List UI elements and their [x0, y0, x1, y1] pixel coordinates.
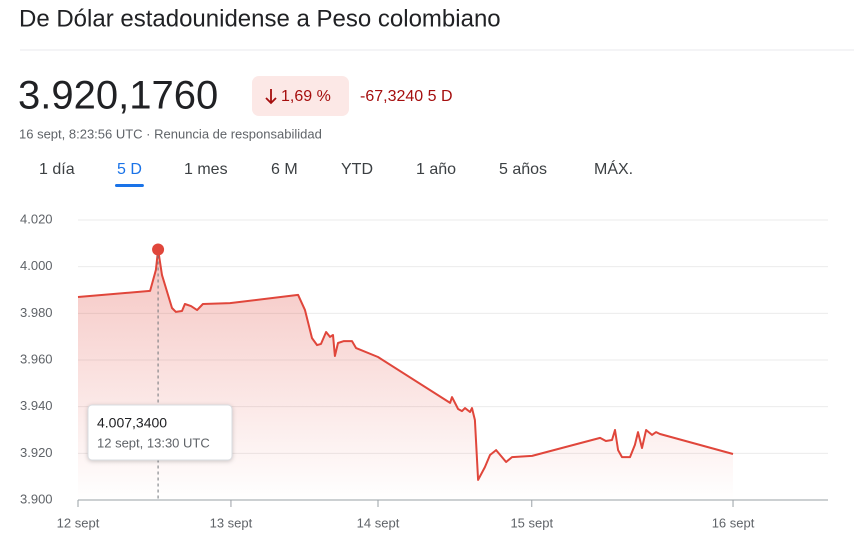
y-tick-label: 3.940	[20, 398, 53, 413]
y-tick-label: 3.900	[20, 491, 53, 506]
tabs: 1 día 5 D 1 mes 6 M YTD 1 año 5 años MÁX.	[39, 159, 633, 187]
hover-point	[152, 243, 165, 256]
tab[interactable]: YTD	[341, 161, 373, 178]
x-tick-label: 15 sept	[510, 515, 553, 530]
change-percent: 1,69 %	[281, 88, 331, 105]
tooltip-time: 12 sept, 13:30 UTC	[97, 435, 210, 450]
timestamp: 16 sept, 8:23:56 UTC · Renuncia de respo…	[19, 126, 322, 141]
tab[interactable]: 1 año	[416, 161, 456, 178]
x-tick-label: 16 sept	[712, 515, 755, 530]
x-tick-label: 12 sept	[57, 515, 100, 530]
x-tick-label: 14 sept	[357, 515, 400, 530]
down-arrow	[265, 89, 277, 105]
tooltip-box	[87, 404, 233, 461]
change-value: -67,3240 5 D	[360, 88, 453, 105]
tooltip-value: 4.007,3400	[97, 415, 167, 431]
plot: 3.900 3.920 3.940 3.960 3.980 4.000 4.020 12 se…	[20, 211, 828, 530]
y-tick-label: 4.000	[20, 258, 53, 273]
y-tick-label: 3.920	[20, 445, 53, 460]
y-tick-label: 3.980	[20, 305, 53, 320]
change-badge	[252, 76, 349, 116]
title: De Dólar estadounidense a Peso colombian…	[19, 5, 501, 32]
y-tick-label: 4.020	[20, 211, 53, 226]
tab[interactable]: 5 D	[117, 161, 142, 178]
tab[interactable]: 1 mes	[184, 161, 228, 178]
tab[interactable]: MÁX.	[594, 159, 633, 178]
tab[interactable]: 6 M	[271, 161, 298, 178]
tab-underline	[115, 184, 144, 187]
line	[77, 248, 734, 481]
tab[interactable]: 5 años	[499, 161, 547, 178]
y-tick-label: 3.960	[20, 351, 53, 366]
x-tick-label: 13 sept	[210, 515, 253, 530]
price: 3.920,1760	[18, 74, 218, 118]
tab[interactable]: 1 día	[39, 161, 75, 178]
